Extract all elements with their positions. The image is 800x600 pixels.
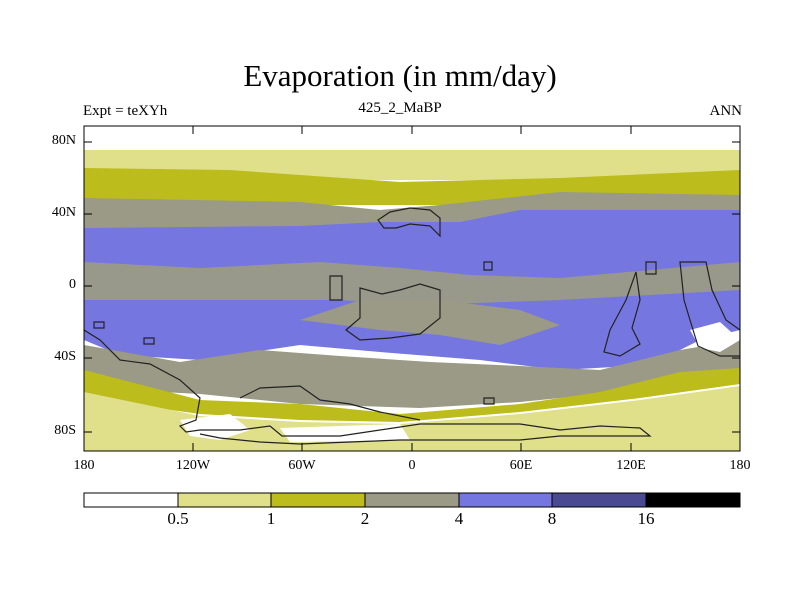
lon-tick-180w: 180 bbox=[73, 458, 95, 473]
colorbar-box-3 bbox=[364, 492, 460, 508]
season-label: ANN bbox=[709, 103, 743, 119]
lat-tick-80s: 80S bbox=[54, 423, 76, 438]
colorbar-label-1: 1 bbox=[266, 509, 276, 528]
lat-tick-0: 0 bbox=[69, 277, 76, 292]
lat-tick-40s: 40S bbox=[54, 349, 76, 364]
experiment-label: Expt = teXYh bbox=[83, 103, 168, 119]
lat-tick-80n: 80N bbox=[51, 133, 76, 148]
colorbar-label-3: 4 bbox=[454, 509, 464, 528]
lon-tick-0: 0 bbox=[408, 458, 416, 473]
lon-tick-60e: 60E bbox=[509, 458, 533, 473]
colorbar-box-4 bbox=[458, 492, 553, 508]
lon-tick-60w: 60W bbox=[288, 458, 316, 473]
colorbar bbox=[83, 492, 741, 508]
colorbar-box-0 bbox=[83, 492, 179, 508]
colorbar-label-0: 0.5 bbox=[167, 509, 189, 528]
colorbar-box-1 bbox=[177, 492, 272, 508]
map-title: Evaporation (in mm/day) bbox=[243, 58, 557, 93]
evaporation-field bbox=[84, 126, 740, 451]
lon-tick-120e: 120E bbox=[616, 458, 646, 473]
lat-tick-40n: 40N bbox=[51, 205, 76, 220]
colorbar-box-2 bbox=[270, 492, 366, 508]
colorbar-box-5 bbox=[551, 492, 647, 508]
colorbar-label-2: 2 bbox=[360, 509, 370, 528]
lon-tick-120w: 120W bbox=[175, 458, 211, 473]
time-label: 425_2_MaBP bbox=[358, 100, 442, 116]
colorbar-label-4: 8 bbox=[547, 509, 557, 528]
lon-tick-180e: 180 bbox=[729, 458, 751, 473]
colorbar-label-5: 16 bbox=[637, 509, 655, 528]
colorbar-box-6 bbox=[645, 492, 741, 508]
axis-ticks bbox=[84, 126, 740, 451]
